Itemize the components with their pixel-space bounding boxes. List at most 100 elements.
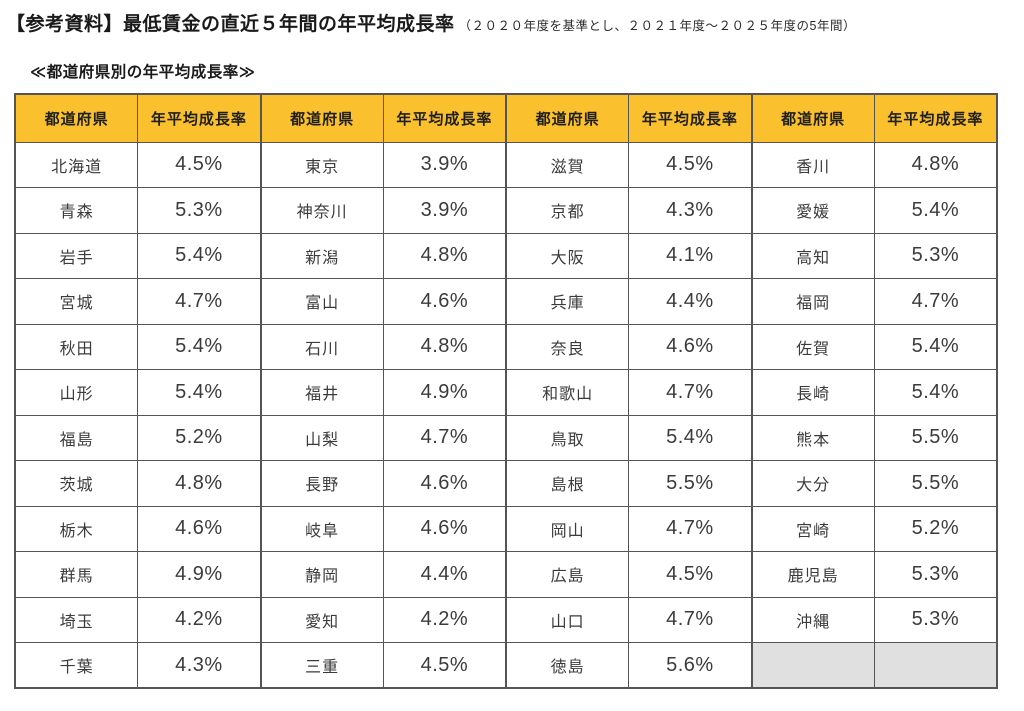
rate-cell: 5.5% <box>873 414 998 461</box>
header-cell: 都道府県 <box>505 93 630 143</box>
table-row: 埼玉 4.2% 愛知 4.2% 山口 4.7% 沖縄 5.3% <box>14 596 998 643</box>
prefecture-cell: 兵庫 <box>505 278 630 325</box>
prefecture-cell: 山口 <box>505 596 630 643</box>
prefecture-cell: 高知 <box>750 232 875 279</box>
rate-cell: 3.9% <box>382 141 507 188</box>
prefecture-cell: 香川 <box>750 141 875 188</box>
prefecture-cell: 青森 <box>14 187 139 234</box>
rate-cell: 4.2% <box>382 596 507 643</box>
prefecture-cell: 岩手 <box>14 232 139 279</box>
rate-cell: 4.6% <box>382 505 507 552</box>
prefecture-cell: 岐阜 <box>259 505 384 552</box>
rate-cell: 4.5% <box>382 642 507 689</box>
rate-cell: 5.4% <box>628 414 752 461</box>
prefecture-cell: 京都 <box>505 187 630 234</box>
prefecture-cell: 長崎 <box>750 369 875 416</box>
prefecture-cell: 神奈川 <box>259 187 384 234</box>
rate-cell: 5.4% <box>873 323 998 370</box>
prefecture-cell: 愛媛 <box>750 187 875 234</box>
rate-cell: 4.6% <box>628 323 752 370</box>
header-cell: 都道府県 <box>259 93 384 143</box>
prefecture-cell: 北海道 <box>14 141 139 188</box>
prefecture-cell: 福島 <box>14 414 139 461</box>
table-row: 岩手 5.4% 新潟 4.8% 大阪 4.1% 高知 5.3% <box>14 232 998 279</box>
table-row: 青森 5.3% 神奈川 3.9% 京都 4.3% 愛媛 5.4% <box>14 187 998 234</box>
page-title-note: （２０２０年度を基準とし、２０２１年度～２０２５年度の5年間） <box>458 19 856 33</box>
rate-cell: 4.5% <box>137 141 261 188</box>
prefecture-cell: 宮城 <box>14 278 139 325</box>
header-cell: 年平均成長率 <box>873 93 998 143</box>
header-row: 都道府県 年平均成長率 都道府県 年平均成長率 都道府県 年平均成長率 都道府県 年平均成長率 <box>14 93 998 143</box>
prefecture-cell: 宮崎 <box>750 505 875 552</box>
rate-cell: 4.7% <box>628 505 752 552</box>
rate-cell: 4.4% <box>382 551 507 598</box>
rate-cell: 5.6% <box>628 642 752 689</box>
prefecture-cell: 佐賀 <box>750 323 875 370</box>
prefecture-cell: 東京 <box>259 141 384 188</box>
rate-cell: 5.4% <box>873 369 998 416</box>
prefecture-cell: 三重 <box>259 642 384 689</box>
rate-cell: 4.7% <box>628 596 752 643</box>
rate-cell: 4.8% <box>137 460 261 507</box>
prefecture-cell: 茨城 <box>14 460 139 507</box>
rate-cell: 5.5% <box>873 460 998 507</box>
prefecture-cell: 秋田 <box>14 323 139 370</box>
rate-cell: 5.2% <box>137 414 261 461</box>
rate-cell: 4.7% <box>873 278 998 325</box>
page-title: 【参考資料】最低賃金の直近５年間の年平均成長率 <box>6 14 455 35</box>
prefecture-table: 都道府県 年平均成長率 都道府県 年平均成長率 都道府県 年平均成長率 都道府県 年平均成長率… <box>14 93 998 689</box>
rate-cell: 5.3% <box>873 232 998 279</box>
rate-cell: 5.3% <box>137 187 261 234</box>
rate-cell: 5.4% <box>137 369 261 416</box>
prefecture-cell: 広島 <box>505 551 630 598</box>
table-row: 福島 5.2% 山梨 4.7% 鳥取 5.4% 熊本 5.5% <box>14 414 998 461</box>
prefecture-cell: 埼玉 <box>14 596 139 643</box>
prefecture-cell: 石川 <box>259 323 384 370</box>
table-row: 茨城 4.8% 長野 4.6% 島根 5.5% 大分 5.5% <box>14 460 998 507</box>
rate-cell: 4.6% <box>382 278 507 325</box>
prefecture-cell: 沖縄 <box>750 596 875 643</box>
rate-cell: 4.8% <box>873 141 998 188</box>
header-cell: 年平均成長率 <box>628 93 752 143</box>
rate-cell: 4.8% <box>382 232 507 279</box>
prefecture-cell: 岡山 <box>505 505 630 552</box>
rate-cell: 4.4% <box>628 278 752 325</box>
prefecture-cell: 徳島 <box>505 642 630 689</box>
prefecture-cell: 奈良 <box>505 323 630 370</box>
header-cell: 都道府県 <box>14 93 139 143</box>
rate-cell: 4.9% <box>382 369 507 416</box>
table-row: 千葉 4.3% 三重 4.5% 徳島 5.6% <box>14 642 998 689</box>
rate-cell: 4.3% <box>137 642 261 689</box>
rate-cell: 4.7% <box>382 414 507 461</box>
prefecture-cell: 愛知 <box>259 596 384 643</box>
rate-cell: 5.4% <box>137 323 261 370</box>
prefecture-cell: 千葉 <box>14 642 139 689</box>
prefecture-cell: 山梨 <box>259 414 384 461</box>
table-row: 栃木 4.6% 岐阜 4.6% 岡山 4.7% 宮崎 5.2% <box>14 505 998 552</box>
prefecture-cell: 山形 <box>14 369 139 416</box>
rate-cell: 5.3% <box>873 596 998 643</box>
prefecture-cell: 滋賀 <box>505 141 630 188</box>
rate-cell: 4.6% <box>137 505 261 552</box>
page-header: 【参考資料】最低賃金の直近５年間の年平均成長率 （２０２０年度を基準とし、２０２… <box>0 0 1024 36</box>
prefecture-cell: 和歌山 <box>505 369 630 416</box>
rate-cell: 5.4% <box>137 232 261 279</box>
prefecture-cell: 富山 <box>259 278 384 325</box>
rate-cell: 5.3% <box>873 551 998 598</box>
section-subtitle: ≪都道府県別の年平均成長率≫ <box>30 64 256 81</box>
prefecture-cell: 大阪 <box>505 232 630 279</box>
rate-cell: 4.2% <box>137 596 261 643</box>
table-body: 北海道 4.5% 東京 3.9% 滋賀 4.5% 香川 4.8% 青森 5.3% 神奈川 3.9% 京都… <box>14 141 998 689</box>
prefecture-cell: 静岡 <box>259 551 384 598</box>
prefecture-cell: 福岡 <box>750 278 875 325</box>
prefecture-cell: 群馬 <box>14 551 139 598</box>
empty-cell <box>873 642 998 689</box>
prefecture-cell: 熊本 <box>750 414 875 461</box>
rate-cell: 5.4% <box>873 187 998 234</box>
header-cell: 年平均成長率 <box>382 93 507 143</box>
rate-cell: 4.8% <box>382 323 507 370</box>
table-row: 秋田 5.4% 石川 4.8% 奈良 4.6% 佐賀 5.4% <box>14 323 998 370</box>
rate-cell: 4.3% <box>628 187 752 234</box>
header-cell: 年平均成長率 <box>137 93 261 143</box>
prefecture-cell: 長野 <box>259 460 384 507</box>
